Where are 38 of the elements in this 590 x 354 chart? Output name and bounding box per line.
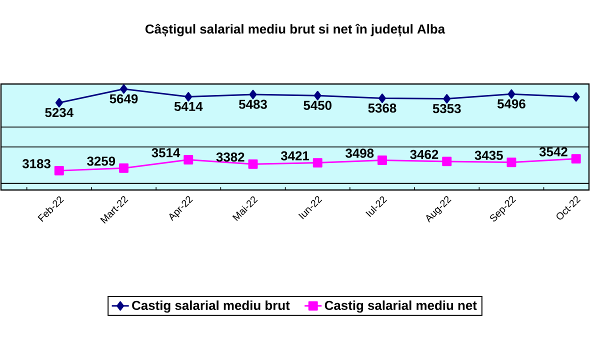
point [312, 158, 322, 168]
point [184, 154, 194, 164]
data-label: 3259 [87, 156, 116, 166]
legend-label: Castig salarial mediu brut [132, 300, 290, 313]
point [378, 94, 386, 104]
point [249, 90, 257, 100]
data-label: 3435 [474, 150, 503, 160]
data-label: 3542 [539, 147, 568, 156]
point [378, 156, 387, 165]
data-label: 5234 [45, 108, 74, 118]
point [442, 156, 452, 166]
chart-title: Câștigul salarial mediu brut si net în județul Alba [145, 24, 446, 37]
legend-label: Castig salarial mediu net [324, 300, 477, 313]
data-label: 3382 [216, 152, 244, 162]
data-label: 5450 [304, 100, 332, 110]
point [184, 92, 192, 102]
point [314, 90, 322, 100]
point [55, 98, 63, 108]
data-label: 5353 [432, 104, 461, 114]
data-label: 3514 [152, 148, 180, 158]
point [248, 159, 258, 169]
point [571, 154, 581, 164]
data-label: 3183 [22, 159, 50, 168]
point [572, 92, 580, 102]
data-label: 5483 [239, 100, 267, 109]
point [54, 166, 64, 176]
point [506, 158, 516, 168]
point [119, 163, 129, 173]
data-label: 5414 [174, 102, 203, 112]
data-label: 5496 [497, 99, 526, 108]
data-label: 3462 [410, 150, 438, 160]
point [443, 94, 451, 104]
data-label: 5649 [110, 94, 138, 104]
point [120, 84, 128, 94]
point [508, 89, 516, 99]
data-label: 3498 [346, 148, 374, 158]
data-label: 5368 [368, 104, 396, 113]
data-label: 3421 [280, 151, 310, 160]
